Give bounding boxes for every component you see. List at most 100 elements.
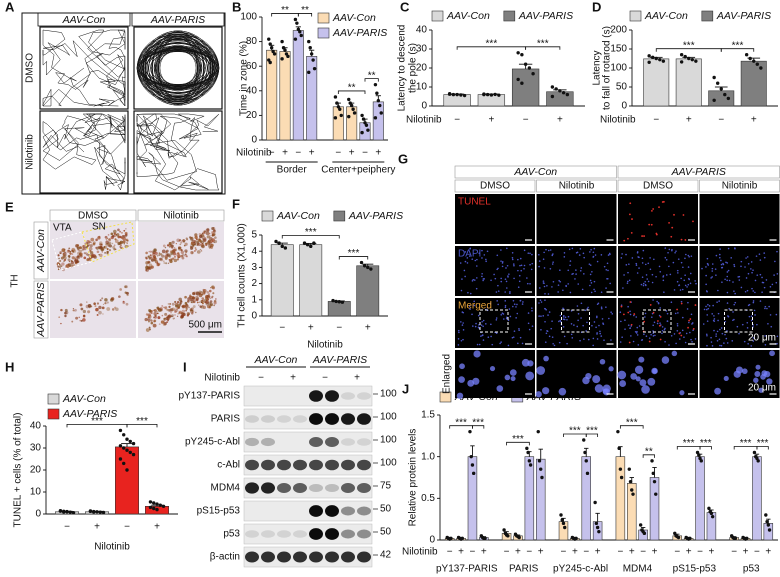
treatment-sign: −: [470, 547, 476, 558]
stain-dot: [162, 244, 166, 248]
data-point: [744, 53, 749, 57]
data-point: [652, 479, 657, 484]
stain-dot: [202, 305, 204, 307]
blot-band: [309, 459, 323, 471]
blot-band: [261, 415, 275, 423]
nucleus: [659, 270, 662, 273]
stain-dot: [168, 245, 171, 248]
data-point: [733, 536, 738, 541]
data-point: [337, 300, 341, 304]
stain-dot: [82, 247, 85, 250]
data-point: [376, 98, 381, 103]
nucleus: [538, 302, 540, 304]
nucleus: [495, 319, 498, 321]
stain-dot: [89, 244, 93, 248]
stain-dot: [86, 253, 89, 256]
stain-dot: [158, 253, 161, 256]
panel-letter: G: [398, 151, 408, 166]
stain-dot: [94, 305, 97, 308]
stain-dot: [88, 246, 93, 251]
nucleus: [593, 280, 596, 283]
bar: [708, 90, 735, 107]
treatment-sign: −: [447, 547, 453, 558]
nucleus: [544, 308, 547, 310]
stain-dot: [148, 261, 151, 264]
nucleus: [717, 312, 720, 315]
stain-dot: [177, 254, 181, 258]
nucleus: [764, 305, 767, 308]
micrograph: [618, 350, 698, 398]
track-box: [39, 26, 129, 110]
data-point: [267, 37, 271, 41]
nucleus: [517, 269, 519, 272]
nucleus: [531, 325, 534, 327]
nucleus: [745, 277, 748, 279]
nucleus: [674, 312, 677, 315]
significance-bracket: [297, 13, 313, 17]
data-point: [593, 500, 597, 505]
column-header: DMSO: [480, 181, 510, 192]
data-point: [125, 437, 129, 441]
nucleus: [608, 366, 614, 372]
stain-dot: [102, 313, 104, 315]
stain-dot: [167, 314, 171, 318]
tunel-dot: [650, 209, 653, 212]
stain-dot: [111, 234, 115, 238]
nucleus: [547, 314, 549, 316]
y-tick-label: 200: [610, 25, 627, 36]
nucleus: [504, 291, 506, 293]
stain-dot: [150, 312, 153, 315]
nucleus: [505, 317, 508, 320]
significance-label: **: [645, 446, 653, 457]
nucleus: [619, 341, 622, 343]
nucleus: [456, 392, 464, 400]
stain-dot: [122, 300, 125, 303]
row-header: DMSO: [25, 53, 36, 83]
nucleus: [491, 343, 494, 346]
stain-dot: [71, 253, 74, 255]
stain-dot: [99, 253, 103, 258]
blot-band: [341, 551, 355, 563]
nucleus: [596, 260, 599, 263]
nucleus: [557, 291, 559, 293]
nucleus: [566, 342, 568, 345]
data-point: [298, 30, 302, 34]
nucleus: [513, 277, 515, 280]
stain-dot: [186, 300, 190, 303]
stain-dot: [191, 312, 194, 315]
stain-dot: [203, 301, 205, 303]
nucleus: [482, 325, 484, 328]
nucleus: [675, 342, 677, 345]
nucleus: [603, 339, 605, 341]
nucleus: [741, 368, 748, 375]
data-point: [594, 521, 599, 526]
stain-dot: [180, 254, 183, 258]
nucleus: [606, 277, 609, 280]
nucleus: [602, 322, 604, 325]
significance-label: ***: [757, 438, 769, 449]
stain-dot: [124, 231, 128, 235]
nucleus: [705, 308, 708, 311]
stain-dot: [151, 310, 153, 312]
nucleus: [545, 248, 547, 251]
nucleus: [645, 284, 647, 287]
nucleus: [653, 258, 655, 261]
data-point: [360, 113, 364, 118]
nucleus: [645, 274, 648, 276]
y-tick-label: 0: [421, 101, 427, 112]
panel-letter: E: [5, 199, 14, 214]
data-point: [269, 46, 274, 50]
stain-dot: [108, 249, 112, 252]
legend-label: AAV-Con: [332, 12, 376, 24]
stain-dot: [213, 241, 215, 244]
stain-dot: [160, 320, 165, 324]
treatment-label: Nilotinib: [406, 115, 442, 126]
nucleus: [607, 254, 610, 256]
nucleus: [733, 265, 736, 268]
stain-dot: [194, 240, 196, 242]
nucleus: [485, 260, 487, 263]
data-point: [312, 66, 317, 71]
nucleus: [713, 318, 716, 320]
stain-dot: [79, 249, 82, 253]
nucleus: [673, 289, 676, 291]
